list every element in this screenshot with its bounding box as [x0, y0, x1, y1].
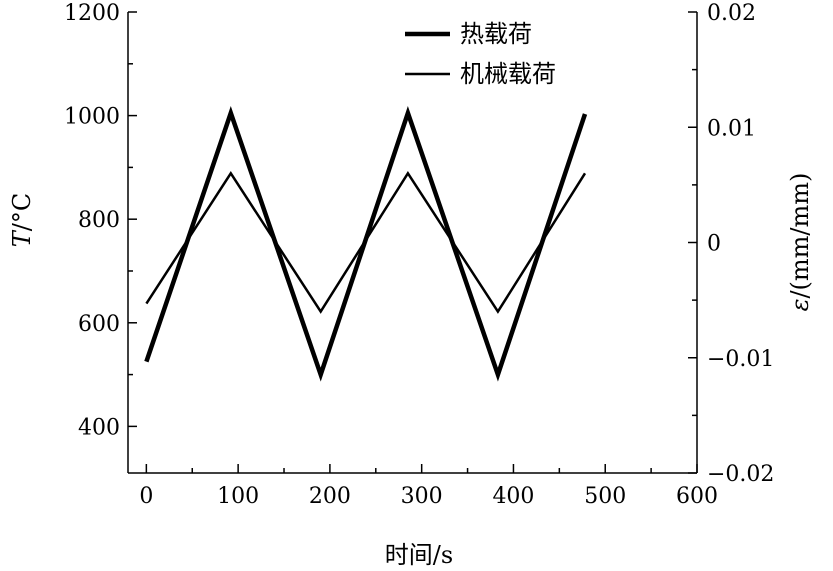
y-right-tick-label: −0.01 [707, 347, 774, 372]
y-left-tick-label: 800 [78, 208, 120, 233]
y-right-tick-label: 0.01 [707, 116, 756, 141]
y-left-tick-label: 1200 [64, 1, 120, 26]
x-tick-label: 300 [401, 484, 443, 509]
x-tick-label: 100 [217, 484, 259, 509]
y-left-tick-label: 400 [78, 415, 120, 440]
x-tick-label: 0 [139, 484, 153, 509]
x-axis-label: 时间/s [385, 541, 453, 569]
legend-label-2: 机械载荷 [460, 60, 556, 88]
axes: 0 100 200 300 400 500 600 400 600 800 1000 1200 −0.0… [64, 1, 774, 509]
x-tick-label: 500 [584, 484, 626, 509]
x-tick-label: 200 [309, 484, 351, 509]
x-tick-label: 600 [676, 484, 718, 509]
series-layer [144, 105, 588, 382]
legend-label-1: 热载荷 [460, 20, 532, 48]
y-left-tick-label: 600 [78, 312, 120, 337]
series-line-1 [144, 105, 588, 382]
y-axis-label-left: T/°C [8, 193, 36, 247]
y-right-tick-label: 0 [707, 232, 721, 257]
y-axis-label-right: ε/(mm/mm) [786, 173, 814, 312]
series-line-2 [145, 170, 587, 314]
y-right-tick-label: 0.02 [707, 1, 756, 26]
x-tick-label: 400 [492, 484, 534, 509]
y-left-tick-label: 1000 [64, 105, 120, 130]
y-right-tick-label: −0.02 [707, 462, 774, 487]
